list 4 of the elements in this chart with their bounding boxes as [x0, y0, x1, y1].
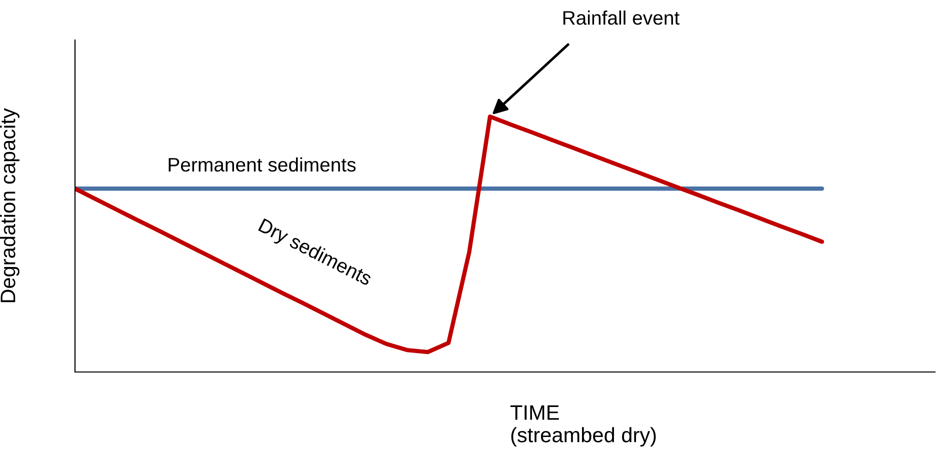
series-label: Permanent sediments	[168, 157, 356, 172]
text: Rainfall event	[563, 10, 680, 25]
x-axis-title: TIME (streambed dry)	[510, 405, 656, 446]
y-axis-title: Degradation capacity	[0, 108, 20, 302]
